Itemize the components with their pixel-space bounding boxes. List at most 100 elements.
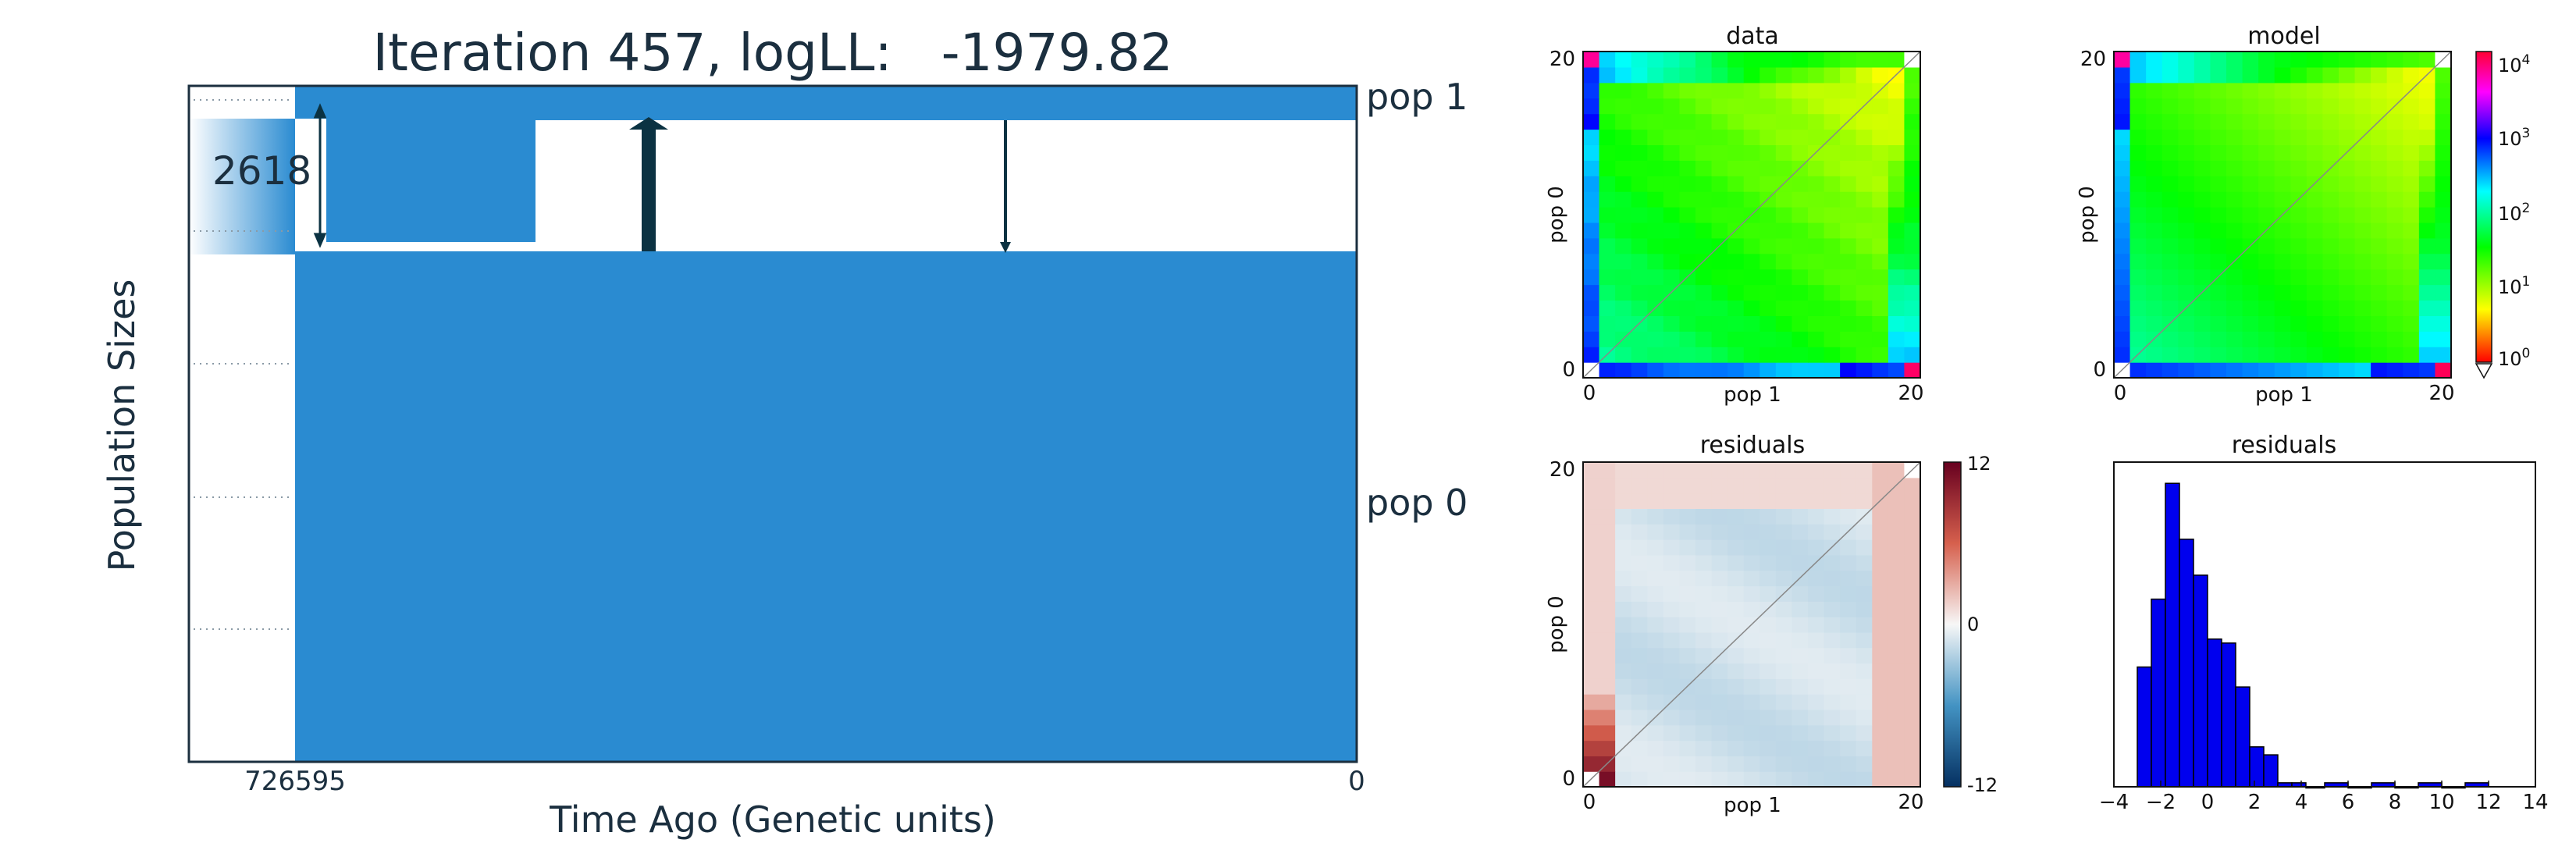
heatmap-cell xyxy=(1583,601,1600,617)
heatmap-cell xyxy=(1904,82,1921,99)
heatmap-cell xyxy=(1711,508,1728,525)
heatmap-cell xyxy=(1759,462,1777,478)
heatmap-cell xyxy=(1647,508,1664,525)
heatmap-cell xyxy=(2129,129,2147,146)
heatmap-cell xyxy=(1679,724,1696,742)
heatmap-cell xyxy=(1856,631,1873,649)
heatmap-cell xyxy=(1808,601,1825,617)
heatmap-cell xyxy=(1791,554,1809,571)
heatmap-cell xyxy=(1775,160,1793,176)
figure-title: Iteration 457, logLL: -1979.82 xyxy=(373,23,1173,83)
heatmap-cell xyxy=(1647,269,1664,286)
heatmap-cell xyxy=(1599,113,1616,130)
heatmap-cell xyxy=(1695,98,1713,115)
heatmap-cell xyxy=(2274,237,2291,254)
heatmap-cell xyxy=(1615,52,1632,68)
heatmap-cell xyxy=(1888,631,1905,649)
heatmap-cell xyxy=(1759,724,1777,742)
heatmap-cell xyxy=(2161,160,2179,176)
heatmap-cell xyxy=(2129,315,2147,332)
heatmap-cell xyxy=(1695,269,1713,286)
heatmap-cell xyxy=(1663,678,1681,695)
heatmap-cell xyxy=(2178,284,2195,301)
heatmap-cell xyxy=(2210,82,2227,99)
heatmap-cell xyxy=(2403,98,2420,115)
heatmap-cell xyxy=(1631,570,1648,587)
heatmap-cell xyxy=(1840,331,1857,347)
heatmap-cell xyxy=(1711,694,1728,710)
heatmap-cell xyxy=(2146,129,2163,146)
heatmap-cell xyxy=(2371,160,2388,176)
data-ylabel: pop 0 xyxy=(1545,186,1568,244)
heatmap-cell xyxy=(1599,524,1616,540)
heatmap-cell xyxy=(1791,284,1809,301)
heatmap-cell xyxy=(2274,176,2291,192)
heatmap-cell xyxy=(2274,253,2291,270)
heatmap-cell xyxy=(2290,207,2307,223)
heatmap-cell xyxy=(2161,113,2179,130)
heatmap-cell xyxy=(1615,631,1632,649)
heatmap-cell xyxy=(2435,222,2452,239)
heatmap-cell xyxy=(2210,66,2227,84)
heatmap-cell xyxy=(1856,66,1873,84)
heatmap-cell xyxy=(1743,524,1760,540)
heatmap-cell xyxy=(1679,631,1696,649)
heatmap-cell xyxy=(2194,66,2211,84)
heatmap-cell xyxy=(2178,269,2195,286)
heatmap-cell xyxy=(1759,771,1777,788)
heatmap-cell xyxy=(2371,129,2388,146)
heatmap-cell xyxy=(1775,709,1793,726)
heatmap-cell xyxy=(2418,191,2436,208)
heatmap-cell xyxy=(2226,222,2243,239)
heatmap-cell xyxy=(2210,144,2227,161)
heatmap-cell xyxy=(1727,663,1745,679)
heatmap-cell xyxy=(1599,647,1616,664)
heatmap-cell xyxy=(1759,508,1777,525)
heatmap-cell xyxy=(2226,176,2243,192)
heatmap-cell xyxy=(2114,300,2131,316)
heatmap-cell xyxy=(2258,66,2275,84)
heatmap-cell xyxy=(1872,113,1889,130)
heatmap-cell xyxy=(1599,724,1616,742)
heatmap-cell xyxy=(2403,331,2420,347)
heatmap-cell xyxy=(1808,362,1825,379)
heatmap-cell xyxy=(1711,144,1728,161)
resid-cb-tick-mid: 0 xyxy=(1967,614,1979,635)
heatmap-cell xyxy=(1840,315,1857,332)
heatmap-cell xyxy=(1856,207,1873,223)
heatmap-cell xyxy=(1647,631,1664,649)
heatmap-cell xyxy=(1872,269,1889,286)
heatmap-cell xyxy=(1808,253,1825,270)
heatmap-cell xyxy=(1583,347,1600,363)
heatmap-cell xyxy=(2194,52,2211,68)
heatmap-cell xyxy=(2386,144,2403,161)
heatmap-cell xyxy=(2306,300,2324,316)
heatmap-cell xyxy=(1872,539,1889,556)
heatmap-cell xyxy=(1727,554,1745,571)
histogram-bar xyxy=(2151,598,2166,788)
heatmap-cell xyxy=(1840,284,1857,301)
heatmap-cell xyxy=(2194,222,2211,239)
heatmap-cell xyxy=(2290,144,2307,161)
heatmap-cell xyxy=(1599,663,1616,679)
residuals-heatmap-title: residuals xyxy=(1700,432,1806,459)
heatmap-cell xyxy=(1727,601,1745,617)
heatmap-cell xyxy=(1631,253,1648,270)
heatmap-cell xyxy=(1615,66,1632,84)
heatmap-cell xyxy=(1695,724,1713,742)
heatmap-cell xyxy=(1743,237,1760,254)
heatmap-cell xyxy=(1743,493,1760,510)
heatmap-cell xyxy=(1631,631,1648,649)
heatmap-cell xyxy=(1679,331,1696,347)
model-heatmap-frame xyxy=(2113,51,2452,379)
heatmap-cell xyxy=(1679,222,1696,239)
heatmap-cell xyxy=(1711,771,1728,788)
heatmap-cell xyxy=(1727,756,1745,772)
heatmap-cell xyxy=(1904,524,1921,540)
heatmap-cell xyxy=(1743,284,1760,301)
heatmap-cell xyxy=(1823,66,1841,84)
heatmap-cell xyxy=(2242,347,2259,363)
heatmap-cell xyxy=(1647,771,1664,788)
heatmap-cell xyxy=(1888,222,1905,239)
heatmap-cell xyxy=(2274,52,2291,68)
